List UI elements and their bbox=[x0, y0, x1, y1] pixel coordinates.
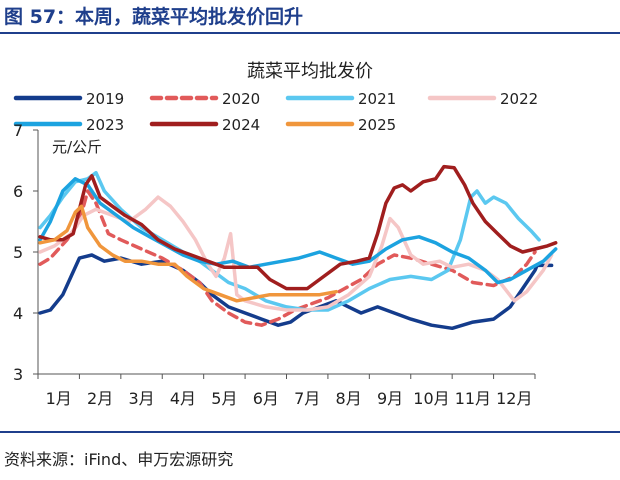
series-line-2024 bbox=[38, 164, 558, 291]
x-tick-label: 8月 bbox=[336, 389, 362, 408]
y-tick-label: 5 bbox=[13, 243, 23, 262]
x-tick-label: 7月 bbox=[294, 389, 320, 408]
legend-label-2024: 2024 bbox=[222, 116, 260, 134]
x-tick-label: 1月 bbox=[46, 389, 72, 408]
series-line-2023 bbox=[38, 177, 558, 285]
legend-label-2019: 2019 bbox=[86, 90, 124, 108]
legend-label-2021: 2021 bbox=[358, 90, 396, 108]
y-tick-label: 7 bbox=[13, 121, 23, 140]
title-rule bbox=[0, 32, 620, 34]
axes: 3 4 5 6 7 1月 2月 3月 4月 5月 6月 7月 8月 9月 10月 11月 12月 bbox=[13, 121, 536, 408]
x-tick-label: 10月 bbox=[413, 389, 449, 408]
legend-label-2020: 2020 bbox=[222, 90, 260, 108]
x-tick-label: 6月 bbox=[253, 389, 279, 408]
chart-title: 蔬菜平均批发价 bbox=[247, 61, 373, 82]
source-note: 资料来源：iFind、申万宏源研究 bbox=[4, 450, 234, 469]
x-tick-label: 11月 bbox=[455, 389, 491, 408]
source-rule bbox=[0, 431, 620, 433]
x-tick-label: 4月 bbox=[170, 389, 196, 408]
series-line-2025 bbox=[38, 204, 338, 303]
series-group bbox=[38, 164, 558, 331]
y-tick-label: 6 bbox=[13, 182, 23, 201]
legend-label-2025: 2025 bbox=[358, 116, 396, 134]
legend: 2019 2020 2021 2022 2023 2024 2025 bbox=[13, 90, 538, 134]
x-tick-label: 12月 bbox=[496, 389, 532, 408]
legend-label-2022: 2022 bbox=[500, 90, 538, 108]
x-tick-label: 2月 bbox=[87, 389, 113, 408]
x-tick-label: 3月 bbox=[128, 389, 154, 408]
x-tick-label: 5月 bbox=[211, 389, 237, 408]
y-tick-label: 3 bbox=[13, 365, 23, 384]
y-unit-label: 元/公斤 bbox=[52, 138, 102, 156]
y-tick-label: 4 bbox=[13, 304, 23, 323]
series-line-2019 bbox=[38, 253, 554, 331]
x-tick-label: 9月 bbox=[377, 389, 403, 408]
legend-label-2023: 2023 bbox=[86, 116, 124, 134]
figure-title: 图 57：本周，蔬菜平均批发价回升 bbox=[4, 6, 304, 28]
